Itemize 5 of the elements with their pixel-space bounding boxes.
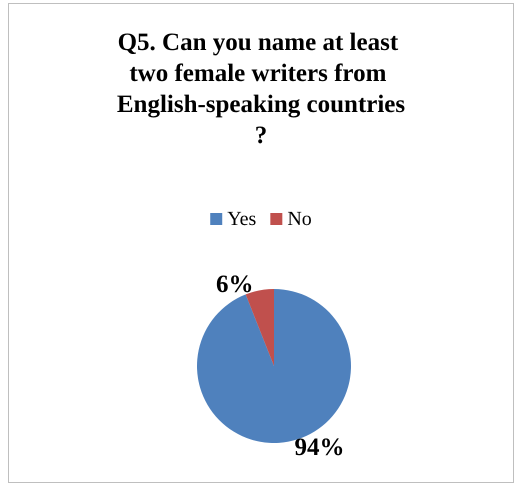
data-label: 94% (294, 434, 345, 462)
legend-label: Yes (227, 208, 257, 230)
legend-label: No (287, 208, 312, 230)
chart-title: Q5. Can you name at least two female writers from English-speaking countries? (116, 29, 406, 149)
data-label: 6% (216, 270, 254, 298)
